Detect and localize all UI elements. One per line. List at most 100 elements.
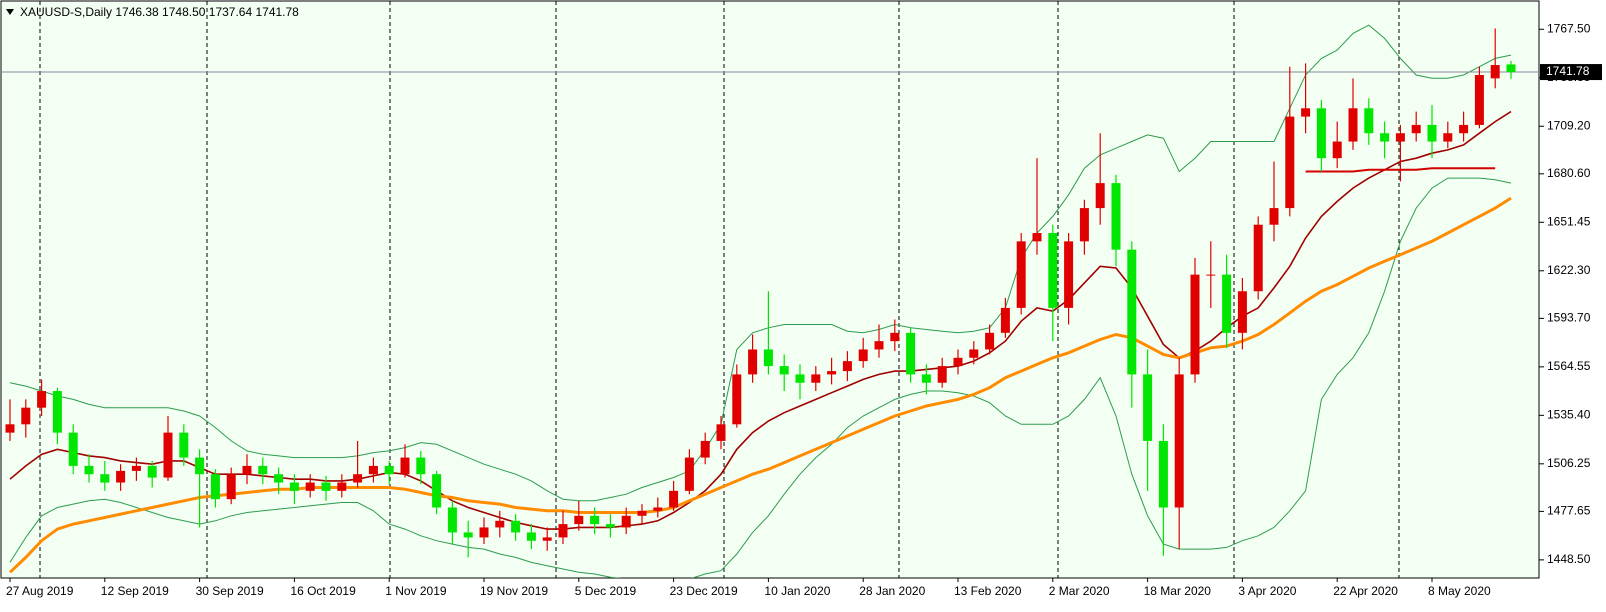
candle-body: [511, 520, 521, 533]
candle-body: [337, 482, 347, 491]
candle-body: [953, 357, 963, 367]
candle-body: [463, 532, 473, 538]
y-tick-label: 1477.65: [1547, 504, 1591, 518]
plot-area: [0, 0, 1540, 579]
candle-body: [558, 524, 568, 538]
candle-body: [1474, 75, 1484, 125]
candle-body: [763, 349, 773, 367]
candle-body: [684, 457, 694, 491]
chart-title: XAUUSD-S,Daily 1746.38 1748.50 1737.64 1…: [20, 5, 299, 19]
candle-body: [1016, 241, 1026, 308]
plot: [1, 24, 1539, 578]
menu-arrow[interactable]: [6, 9, 14, 15]
last-price-box: [1540, 64, 1602, 81]
x-tick-label: 1 Nov 2019: [385, 584, 447, 598]
y-tick-label: 1651.45: [1547, 214, 1591, 228]
y-tick-label: 1564.55: [1547, 359, 1591, 373]
candle-body: [1064, 241, 1074, 308]
candle-body: [179, 432, 189, 458]
axes: 1767.501738.351709.201680.601651.451622.…: [6, 21, 1602, 598]
candle-body: [274, 474, 284, 483]
candle-body: [258, 465, 268, 475]
candle-body: [116, 470, 126, 483]
candle-body: [1111, 183, 1121, 250]
candle-body: [732, 374, 742, 425]
period-separators: [39, 1, 1400, 578]
candle-body: [1143, 374, 1153, 441]
candle-body: [495, 520, 505, 528]
x-tick-label: 27 Aug 2019: [6, 584, 74, 598]
candle-body: [163, 432, 173, 478]
candle-body: [1411, 124, 1421, 134]
candle-body: [1174, 374, 1184, 508]
x-tick-label: 8 May 2020: [1428, 584, 1491, 598]
candle-body: [669, 490, 679, 508]
candle-body: [52, 391, 62, 433]
candle-body: [1079, 208, 1089, 242]
candle-body: [874, 341, 884, 350]
candle-body: [384, 465, 394, 475]
candle-body: [305, 482, 315, 491]
candle-body: [921, 374, 931, 383]
candle-body: [400, 457, 410, 475]
candle-body: [289, 482, 299, 491]
candle-body: [100, 474, 110, 483]
candle-body: [37, 391, 47, 408]
candle-body: [842, 361, 852, 372]
x-tick-label: 5 Dec 2019: [575, 584, 637, 598]
candle-body: [1000, 307, 1010, 333]
indicator-line: [9, 24, 1512, 502]
candle-body: [1348, 108, 1358, 142]
candle-body: [1190, 274, 1200, 375]
candle-body: [416, 457, 426, 475]
x-tick-label: 16 Oct 2019: [290, 584, 356, 598]
candle-body: [321, 482, 331, 491]
candle-body: [1316, 108, 1326, 159]
candle-body: [353, 474, 363, 483]
y-tick-label: 1448.50: [1547, 552, 1591, 566]
candle-body: [637, 510, 647, 516]
indicator-line: [9, 110, 1512, 530]
candle-body: [1269, 208, 1279, 225]
candle-body: [526, 532, 536, 541]
x-tick-label: 28 Jan 2020: [859, 584, 925, 598]
candle-body: [1395, 133, 1405, 142]
candle-body: [1253, 224, 1263, 292]
candle-body: [542, 537, 552, 541]
candle-body: [479, 527, 489, 538]
candle-body: [1380, 133, 1390, 142]
candle-body: [1285, 116, 1295, 209]
candle-body: [605, 524, 615, 528]
x-tick-label: 22 Apr 2020: [1333, 584, 1398, 598]
candle-body: [716, 424, 726, 441]
x-tick-label: 10 Jan 2020: [764, 584, 830, 598]
candle-body: [1237, 291, 1247, 333]
candle-body: [779, 366, 789, 375]
x-tick-label: 19 Nov 2019: [480, 584, 548, 598]
x-tick-label: 2 Mar 2020: [1049, 584, 1110, 598]
candle-body: [795, 374, 805, 383]
x-tick-label: 23 Dec 2019: [670, 584, 738, 598]
candle-body: [574, 515, 584, 525]
candle-body: [1459, 124, 1469, 134]
y-tick-label: 1535.40: [1547, 408, 1591, 422]
candle-body: [447, 507, 457, 533]
y-tick-label: 1506.25: [1547, 456, 1591, 470]
candle-body: [890, 332, 900, 342]
x-tick-label: 13 Feb 2020: [954, 584, 1022, 598]
candle-body: [621, 515, 631, 528]
candle-body: [1095, 183, 1105, 209]
candle-body: [700, 440, 710, 458]
candle-body: [937, 366, 947, 383]
candle-body: [1364, 108, 1374, 134]
candle-body: [147, 465, 157, 478]
candle-body: [906, 332, 916, 375]
y-tick-label: 1709.20: [1547, 118, 1591, 132]
last-price-label: 1741.78: [1546, 64, 1590, 78]
candle-body: [1490, 65, 1500, 79]
candle-body: [432, 474, 442, 508]
candle-body: [1032, 233, 1042, 242]
candle-body: [210, 474, 220, 500]
